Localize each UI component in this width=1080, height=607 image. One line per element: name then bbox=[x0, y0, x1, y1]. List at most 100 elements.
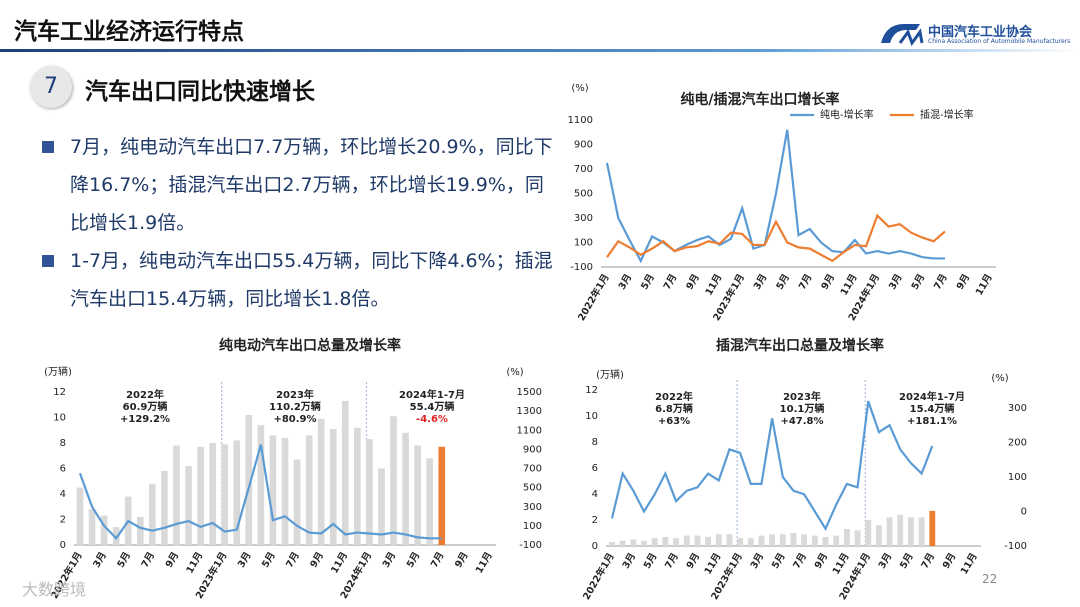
annotation-growth: +47.8% bbox=[780, 416, 823, 427]
x-tick-label: 9月 bbox=[819, 272, 837, 291]
x-tick-label: 5月 bbox=[774, 272, 792, 291]
annotation-total: 6.8万辆 bbox=[655, 402, 693, 415]
y2-axis-label: (%) bbox=[991, 373, 1008, 384]
x-tick-label: 3月 bbox=[752, 272, 770, 291]
annotation-year: 2024年1-7月 bbox=[899, 390, 965, 403]
chart-title: 纯电动汽车出口总量及增长率 bbox=[219, 337, 401, 354]
y-tick-label: 4 bbox=[60, 489, 66, 500]
bullet: 7月，纯电动汽车出口7.7万辆，环比增长20.9%，同比下降16.7%；插混汽车… bbox=[40, 128, 560, 242]
bar bbox=[683, 535, 690, 546]
x-tick-label: 3月 bbox=[617, 272, 635, 291]
bar bbox=[305, 435, 313, 545]
x-tick-label: 11月 bbox=[831, 551, 852, 576]
bar bbox=[100, 515, 108, 545]
y-tick-label: 100 bbox=[574, 238, 593, 249]
bar bbox=[402, 432, 409, 545]
x-tick-label: 9月 bbox=[164, 550, 182, 569]
section-number: 7 bbox=[30, 66, 72, 108]
y-tick-label: 10 bbox=[585, 411, 598, 422]
bar bbox=[221, 444, 229, 545]
bar bbox=[390, 416, 397, 545]
x-tick-label: 7月 bbox=[919, 551, 937, 570]
y2-tick-label: 900 bbox=[523, 444, 542, 455]
bar bbox=[233, 440, 241, 545]
x-tick-label: 5月 bbox=[910, 272, 928, 291]
y-tick-label: 300 bbox=[574, 213, 593, 224]
y-tick-label: 900 bbox=[574, 140, 593, 151]
bar bbox=[929, 510, 936, 546]
x-tick-label: 9月 bbox=[685, 551, 703, 570]
x-tick-label: 3月 bbox=[887, 272, 905, 291]
annotation-year: 2024年1-7月 bbox=[399, 388, 465, 401]
bar bbox=[726, 534, 733, 546]
y-tick-label: 0 bbox=[592, 541, 598, 552]
y-tick-label: 4 bbox=[592, 489, 598, 500]
line bbox=[606, 213, 946, 263]
bar bbox=[779, 534, 786, 546]
bar bbox=[897, 514, 904, 546]
y2-tick-label: 1500 bbox=[517, 387, 542, 398]
annotation-growth: +129.2% bbox=[120, 414, 170, 425]
bar bbox=[76, 487, 84, 545]
y2-tick-label: 1100 bbox=[517, 425, 542, 436]
bar bbox=[185, 465, 192, 545]
org-name-en: China Association of Automobile Manufact… bbox=[928, 38, 1071, 45]
x-tick-label: 5月 bbox=[642, 551, 660, 570]
bar bbox=[737, 538, 744, 546]
annotation-growth: +181.1% bbox=[907, 416, 957, 427]
annotation-total: 110.2万辆 bbox=[269, 400, 321, 413]
y2-tick-label: 0 bbox=[1021, 507, 1027, 518]
y-tick-label: 700 bbox=[574, 164, 593, 175]
x-tick-label: 7月 bbox=[284, 550, 302, 569]
x-tick-label: 5月 bbox=[115, 550, 133, 569]
bar bbox=[673, 538, 679, 546]
bullet-text: 7月，纯电动汽车出口7.7万辆，环比增长20.9%，同比下降16.7%；插混汽车… bbox=[70, 136, 553, 234]
y-tick-label: 12 bbox=[53, 387, 66, 398]
bullet-marker bbox=[42, 141, 54, 153]
annotation-year: 2023年 bbox=[783, 390, 821, 403]
x-tick-label: 7月 bbox=[663, 551, 681, 570]
x-tick-label: 2022年1月 bbox=[580, 551, 616, 602]
x-tick-label: 7月 bbox=[932, 272, 950, 291]
bar bbox=[619, 540, 626, 546]
y-tick-label: 8 bbox=[592, 437, 598, 448]
watermark: 大数跨境 bbox=[22, 580, 87, 599]
x-tick-label: 11月 bbox=[959, 551, 980, 576]
bar bbox=[426, 458, 434, 545]
x-tick-label: 11月 bbox=[474, 550, 495, 575]
chart-title: 插混汽车出口总量及增长率 bbox=[716, 337, 884, 354]
y2-tick-label: -100 bbox=[1004, 541, 1027, 552]
annotation-growth: -4.6% bbox=[416, 414, 448, 425]
y2-tick-label: 1300 bbox=[517, 406, 542, 417]
bar bbox=[694, 535, 701, 546]
y-tick-label: 8 bbox=[60, 438, 66, 449]
bar bbox=[197, 446, 204, 545]
bar bbox=[908, 517, 914, 546]
logo-mark bbox=[881, 23, 924, 47]
x-tick-label: 7月 bbox=[662, 272, 680, 291]
bar bbox=[245, 414, 253, 545]
annotation-growth: +63% bbox=[658, 416, 690, 427]
x-tick-label: 3月 bbox=[877, 551, 895, 570]
legend-label: 插混-增长率 bbox=[920, 108, 974, 121]
bar bbox=[161, 471, 168, 545]
bar bbox=[149, 483, 156, 545]
x-tick-label: 2022年1月 bbox=[575, 272, 611, 323]
x-tick-label: 7月 bbox=[791, 551, 809, 570]
legend-label: 纯电-增长率 bbox=[820, 108, 874, 121]
bar bbox=[317, 418, 325, 545]
bar bbox=[630, 539, 637, 546]
x-tick-label: 5月 bbox=[639, 272, 657, 291]
bar bbox=[366, 439, 373, 545]
y-tick-label: 12 bbox=[585, 385, 598, 396]
x-tick-label: 7月 bbox=[140, 550, 158, 569]
org-name: 中国汽车工业协会 bbox=[928, 25, 1033, 40]
bar bbox=[414, 445, 421, 545]
y-tick-label: 6 bbox=[592, 463, 598, 474]
bar bbox=[293, 459, 301, 545]
line bbox=[78, 444, 442, 541]
bullet: 1-7月，纯电动汽车出口55.4万辆，同比下降4.6%；插混汽车出口15.4万辆… bbox=[40, 242, 560, 318]
annotation-year: 2022年 bbox=[655, 390, 693, 403]
bar bbox=[843, 529, 850, 546]
chart-title: 纯电/插混汽车出口增长率 bbox=[680, 91, 839, 108]
